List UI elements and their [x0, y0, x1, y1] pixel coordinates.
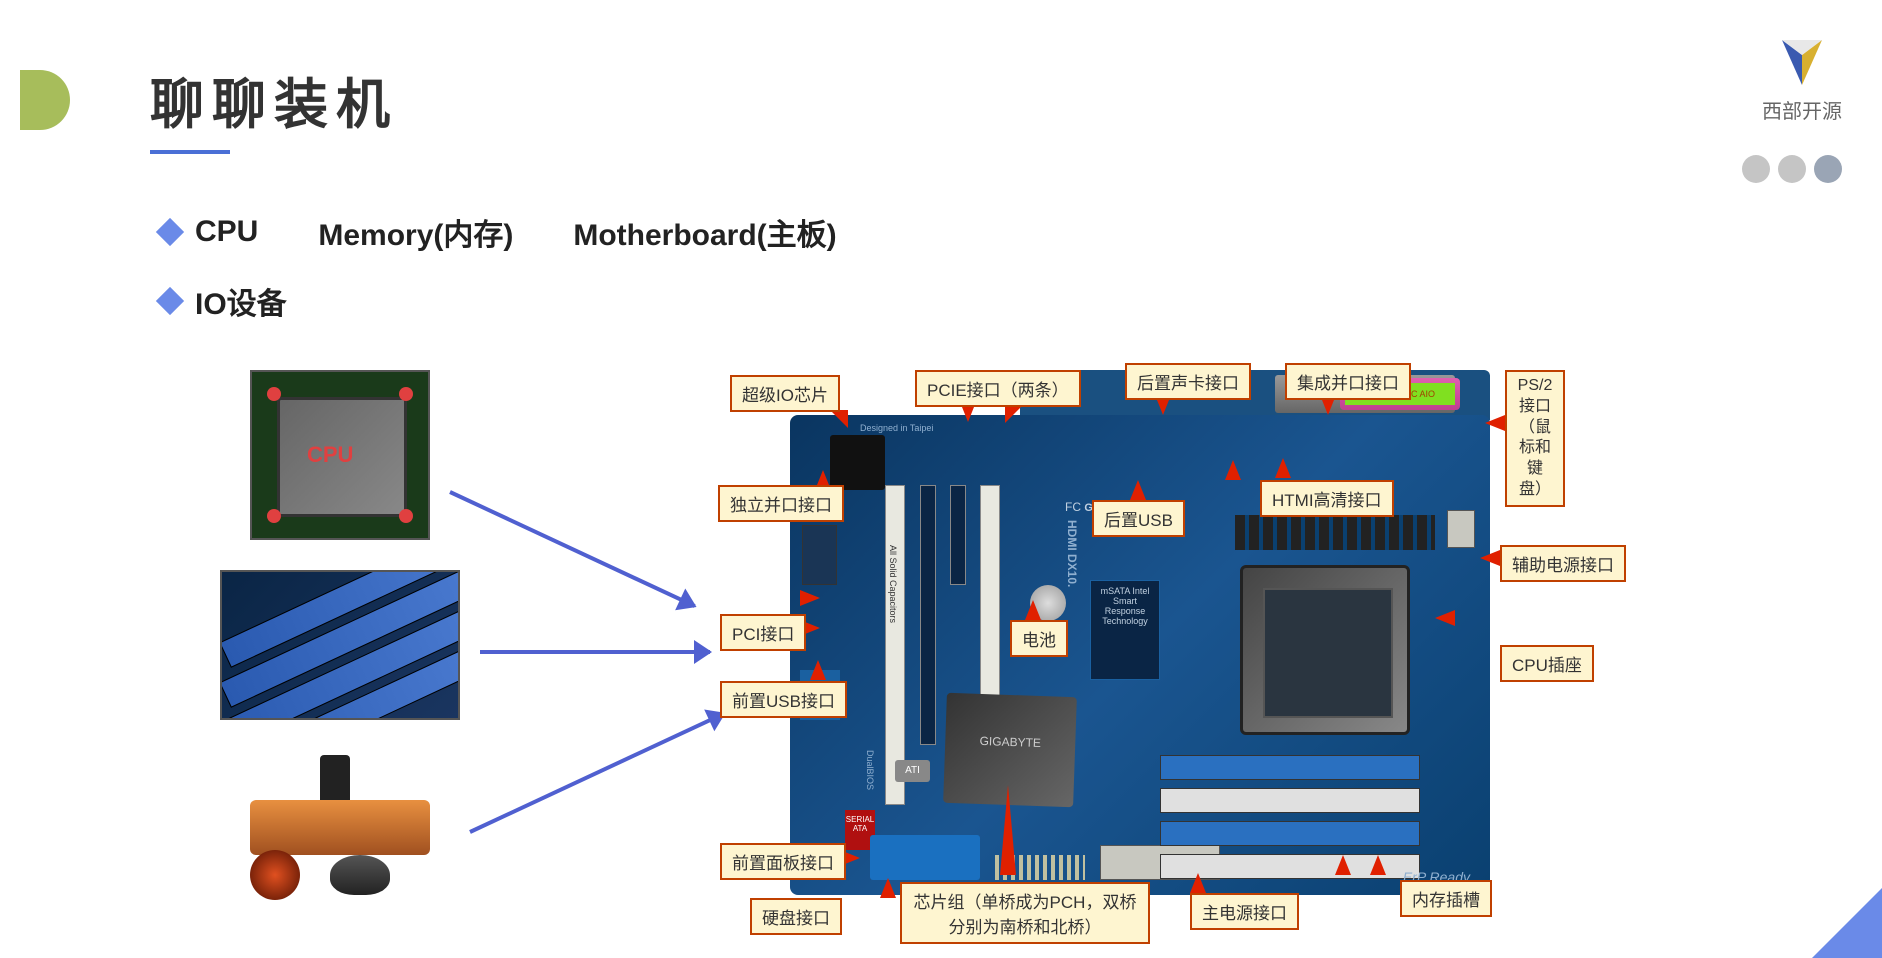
ram-slot	[1160, 821, 1420, 846]
sata-ports	[870, 835, 980, 880]
cpu-corner-marker	[399, 387, 413, 401]
brand-logo-icon	[1772, 30, 1832, 85]
title-accent-bar	[20, 70, 70, 130]
red-arrow-icon	[1435, 610, 1455, 626]
red-arrow-icon	[1485, 415, 1505, 431]
arrow-io-to-mobo	[469, 712, 724, 834]
red-arrow-icon	[1005, 405, 1023, 423]
ram-slot	[1160, 788, 1420, 813]
title-underline	[150, 150, 230, 154]
red-arrow-icon	[1025, 600, 1041, 620]
callout-ram: 内存插槽	[1400, 880, 1492, 917]
keyboard-graphic	[250, 800, 430, 855]
hdmi-text: HDMI DX10.	[1065, 520, 1079, 587]
cpu-label: CPU	[307, 442, 353, 468]
mobo-io-shield: PCI IDE LPC AIO	[1020, 370, 1490, 420]
brand-name: 西部开源	[1762, 95, 1842, 124]
component-thumbnails: CPU	[250, 370, 460, 930]
cpu-corner-marker	[399, 509, 413, 523]
bullet-label: IO设备	[195, 279, 287, 323]
red-arrow-icon	[1225, 460, 1241, 480]
callout-rear-audio: 后置声卡接口	[1125, 363, 1251, 400]
diamond-icon	[156, 218, 184, 246]
chipset-brand: GIGABYTE	[945, 733, 1075, 752]
slide-title: 聊聊装机	[150, 60, 398, 139]
callout-pcie: PCIE接口（两条）	[915, 370, 1081, 407]
dot	[1778, 155, 1806, 183]
callout-pci: PCI接口	[720, 614, 806, 651]
thumbnail-io-devices	[230, 750, 450, 900]
callout-parallel-int: 集成并口接口	[1285, 363, 1411, 400]
ram-slot	[1160, 755, 1420, 780]
decor-dots	[1742, 155, 1842, 183]
red-arrow-icon	[800, 590, 820, 606]
callout-main-pwr: 主电源接口	[1190, 893, 1299, 930]
cpu-socket	[1240, 565, 1410, 735]
callout-front-panel: 前置面板接口	[720, 843, 846, 880]
vrm-heatsink	[1235, 515, 1435, 550]
callout-chipset: 芯片组（单桥成为PCH，双桥分别为南桥和北桥）	[900, 882, 1150, 944]
cpu-corner-marker	[267, 509, 281, 523]
bullet-label: Motherboard(主板)	[573, 210, 836, 254]
red-arrow-icon	[830, 410, 848, 428]
mouse-graphic	[330, 855, 390, 895]
dot	[1742, 155, 1770, 183]
motherboard-diagram: PCI IDE LPC AIO Designed in Taipei All S…	[790, 370, 1490, 895]
arrow-cpu-to-mobo	[449, 490, 695, 608]
callout-ps2: PS/2接口（鼠标和键盘）	[1505, 370, 1565, 507]
cpu-corner-marker	[267, 387, 281, 401]
bullet-motherboard: Motherboard(主板)	[573, 210, 836, 254]
bullet-list: CPU Memory(内存) Motherboard(主板) IO设备	[160, 210, 837, 348]
slide-title-block: 聊聊装机	[20, 60, 398, 139]
bullet-memory: Memory(内存)	[318, 210, 513, 254]
dot	[1814, 155, 1842, 183]
callout-hdmi: HTMI高清接口	[1260, 480, 1394, 517]
brand-logo-block: 西部开源	[1762, 30, 1842, 124]
callout-rear-usb: 后置USB	[1092, 500, 1185, 537]
bullet-row-1: CPU Memory(内存) Motherboard(主板)	[160, 210, 837, 254]
red-arrow-icon	[1275, 458, 1291, 478]
pcie-slot	[885, 485, 905, 805]
pcie-slot	[950, 485, 966, 585]
red-arrow-icon	[810, 660, 826, 680]
red-arrow-icon	[1190, 873, 1206, 893]
pcie-slot	[920, 485, 936, 745]
dualbios-text: DualBIOS	[865, 750, 875, 790]
designed-text: Designed in Taipei	[860, 423, 933, 433]
callout-aux-pwr: 辅助电源接口	[1500, 545, 1626, 582]
bullet-cpu: CPU	[160, 215, 258, 249]
parallel-header	[802, 525, 837, 585]
headphone-graphic	[250, 850, 300, 900]
memory-slot-graphic	[220, 604, 460, 720]
thumbnail-cpu: CPU	[250, 370, 430, 540]
capacitor-text: All Solid Capacitors	[888, 545, 898, 623]
ati-badge: ATI	[895, 760, 930, 782]
arrow-mem-to-mobo	[480, 650, 710, 654]
callout-super-io: 超级IO芯片	[730, 375, 840, 412]
thumbnail-memory	[220, 570, 460, 720]
diamond-icon	[156, 287, 184, 315]
bullet-row-2: IO设备	[160, 279, 837, 323]
red-arrow-icon	[1480, 550, 1500, 566]
red-arrow-icon	[1000, 785, 1016, 875]
callout-cpu-socket: CPU插座	[1500, 645, 1594, 682]
red-arrow-icon	[1130, 480, 1146, 500]
red-arrow-icon	[1370, 855, 1386, 875]
red-arrow-icon	[880, 878, 896, 898]
cpu-8pin	[1447, 510, 1475, 548]
callout-parallel-ind: 独立并口接口	[718, 485, 844, 522]
red-arrow-icon	[1335, 855, 1351, 875]
msata-slot: mSATA Intel Smart Response Technology	[1090, 580, 1160, 680]
callout-front-usb: 前置USB接口	[720, 681, 847, 718]
corner-decoration	[1812, 888, 1882, 958]
bullet-io: IO设备	[160, 279, 287, 323]
bullet-label: Memory(内存)	[318, 210, 513, 254]
cpu-socket-inner	[1263, 588, 1393, 718]
callout-hdd: 硬盘接口	[750, 898, 842, 935]
callout-battery: 电池	[1010, 620, 1068, 657]
super-io-chip	[830, 435, 885, 490]
msata-label: mSATA Intel Smart Response Technology	[1091, 581, 1159, 631]
bullet-label: CPU	[195, 215, 258, 249]
